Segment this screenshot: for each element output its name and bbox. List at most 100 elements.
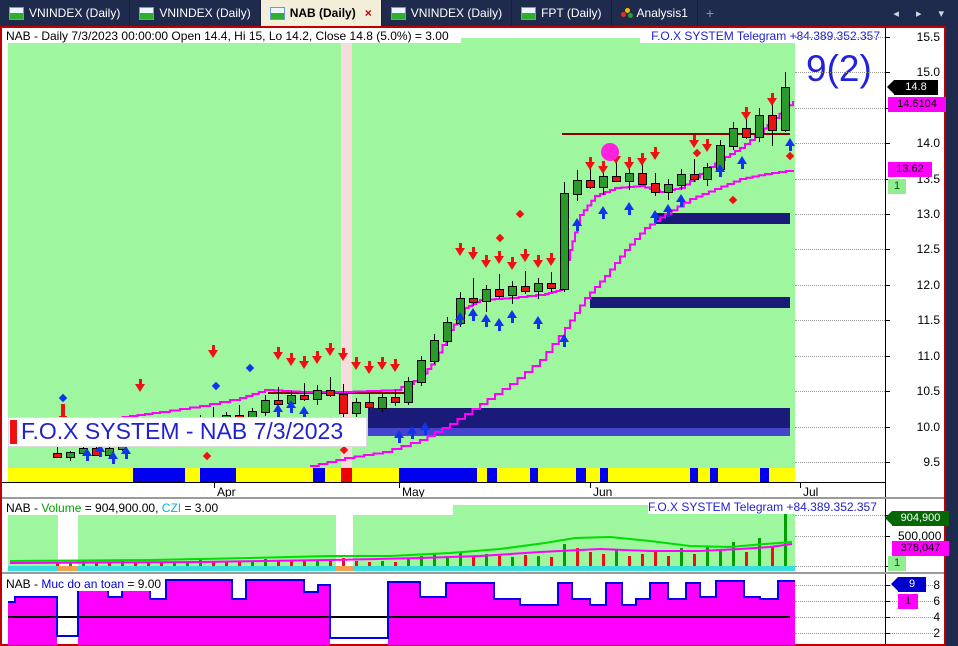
ribbon-blue-segment [487,468,497,482]
tab-scroll-right-icon[interactable]: ▸ [915,7,922,20]
candle-body [599,176,608,188]
sell-arrow-icon [312,351,322,364]
candle-body [573,180,582,195]
safety-axis-label: 4 [933,610,940,624]
ribbon-blue-segment [200,468,236,482]
buy-arrow-icon [108,451,118,464]
y-axis-tick [885,391,890,392]
ribbon-blue-segment [313,468,325,482]
move-window-icon[interactable]: + [705,5,715,21]
safety-block [420,597,446,645]
magenta-dot-icon [601,143,619,161]
y-axis-tick [885,285,890,286]
volume-bar [485,554,488,566]
candle-wick [590,161,591,189]
splitter-1[interactable] [2,497,944,499]
safety-block [494,599,520,645]
volume-bar [511,557,514,566]
price-pane-title: NAB - Daily 7/3/2023 00:00:00 Open 14.4,… [3,28,461,43]
tab-menu-down-icon[interactable]: ▾ [938,7,944,20]
y-axis-tick [885,179,890,180]
candle-body [53,453,62,458]
tag-arrow [887,80,894,94]
buy-arrow-icon [286,400,296,413]
buy-arrow-icon [715,164,725,177]
right-scrollbar[interactable] [946,26,958,646]
safety-block [15,597,57,645]
x-axis-tick [800,483,801,488]
gridline [795,391,885,392]
volume-bar [290,561,293,566]
candle-body [586,180,595,188]
volume-bar [732,542,735,566]
volume-bar [771,546,774,566]
volume-bar [758,538,761,566]
volume-bar [719,550,722,566]
volume-bar [498,556,501,566]
buy-arrow-icon [420,422,430,435]
candle-body [378,397,387,409]
price-pane-watermark: F.O.X SYSTEM Telegram +84.389.352.357 [640,28,880,43]
safety-block [572,599,590,645]
sell-arrow-icon [325,343,335,356]
gridline [795,462,885,463]
sell-arrow-icon [598,161,608,174]
buy-arrow-icon [676,194,686,207]
buy-arrow-icon [663,204,673,217]
x-axis-month-label: Apr [217,485,236,499]
gridline [795,285,885,286]
buy-arrow-icon [455,312,465,325]
y-axis-tick [885,37,890,38]
candle-body [430,340,439,362]
candle-body [339,394,348,414]
axis-value-tag: 1 [888,179,906,194]
volume-bar [251,562,254,566]
volume-bar [693,554,696,566]
tab-nab-daily-[interactable]: NAB (Daily) × [260,0,382,26]
x-axis-month-label: Jun [593,485,613,499]
volume-pane-watermark: F.O.X SYSTEM Telegram +84.389.352.357 [648,499,877,514]
candle-body [521,286,530,292]
buy-arrow-icon [121,446,131,459]
sell-arrow-icon [546,253,556,266]
red-pin-icon [61,404,65,416]
gridline [795,601,935,602]
splitter-2[interactable] [2,572,944,574]
volume-plot[interactable] [8,505,795,567]
safety-block [760,599,778,645]
volume-bar [654,552,657,566]
chart-tab-icon [521,6,537,20]
tab-vnindex-daily-[interactable]: VNINDEX (Daily) [382,0,513,26]
tab-vnindex-daily-[interactable]: VNINDEX (Daily) [130,0,261,26]
pane-frame-bottom [0,644,946,646]
volume-gap [336,505,353,566]
tab-fpt-daily-[interactable]: FPT (Daily) [512,0,612,26]
czi-band-base [8,566,795,571]
safety-block [150,599,166,645]
title-part: = 3.00 [181,501,219,515]
sell-arrow-icon [767,93,777,106]
sell-arrow-icon [650,147,660,160]
volume-bar [264,559,267,566]
price-chart-plot[interactable] [8,38,795,468]
tab-close-icon[interactable]: × [364,6,372,20]
safety-block [304,592,318,645]
price-axis-label: 12.5 [916,242,940,256]
safety-block [520,605,558,645]
tab-scroll-left-icon[interactable]: ◂ [893,7,899,20]
tab-analysis1[interactable]: Analysis1 [612,0,698,26]
price-axis-label: 14.0 [916,136,940,150]
volume-bar [342,558,345,566]
tab-vnindex-daily-[interactable]: VNINDEX (Daily) [0,0,131,26]
sell-arrow-icon [377,357,387,370]
candle-body [261,400,270,413]
gridline [795,427,885,428]
gridline [795,249,885,250]
safety-block [744,597,760,645]
chart-tab-icon [390,6,406,20]
y-axis-tick [885,462,890,463]
volume-bar [303,560,306,566]
candle-body [612,176,621,182]
axis-value-tag: 13.62 [888,162,932,177]
sell-arrow-icon [338,348,348,361]
